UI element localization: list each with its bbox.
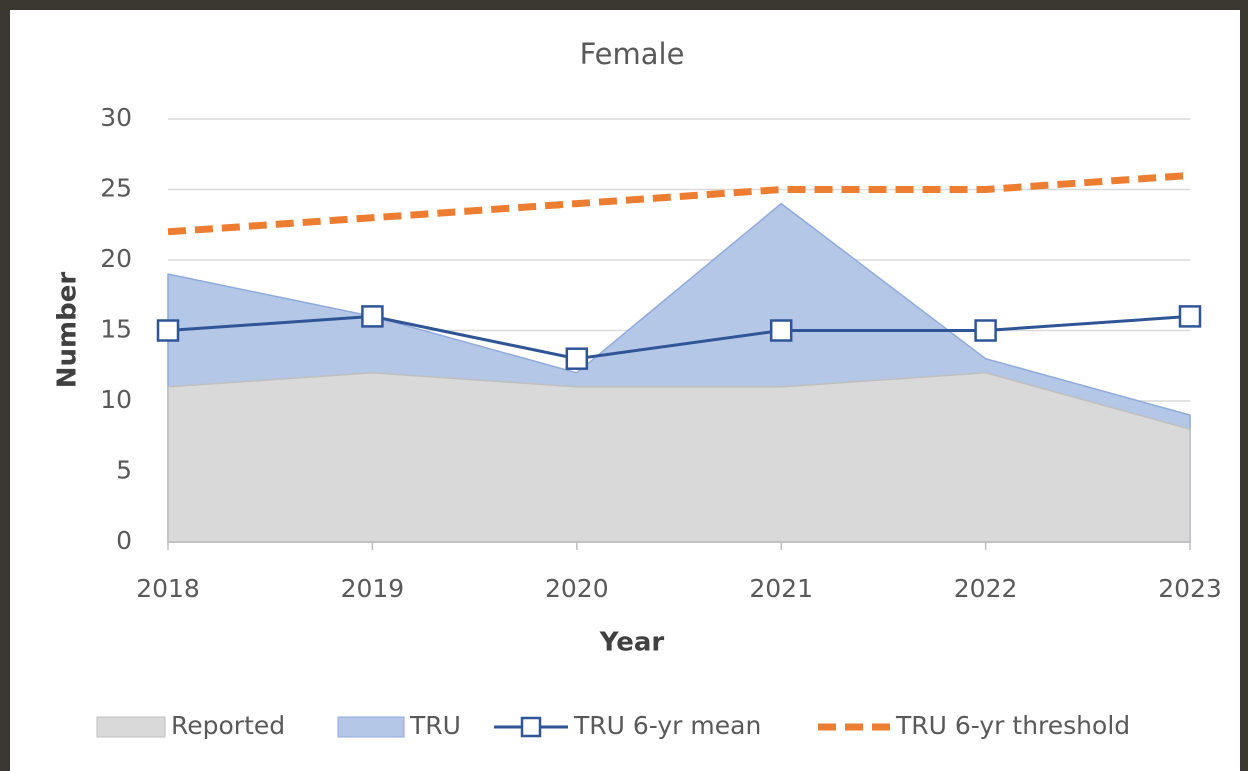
marker — [769, 319, 793, 342]
legend: Reported TRU TRU 6-yr mean TRU 6-yr thresho… — [96, 711, 1130, 740]
x-tick-label: 2018 — [136, 574, 200, 603]
plot — [156, 171, 1202, 543]
y-tick-label: 25 — [100, 174, 132, 203]
y-axis-title: Number — [53, 272, 83, 389]
marker — [974, 319, 997, 342]
x-tick-label: 2023 — [1158, 574, 1222, 603]
line — [167, 171, 1191, 236]
x-tick-label: 2019 — [341, 574, 405, 603]
chart-title: Female — [580, 37, 685, 71]
legend-swatch — [337, 716, 405, 738]
x-tick-label: 2020 — [545, 574, 609, 603]
y-tick-label: 5 — [116, 456, 132, 485]
marker — [156, 319, 180, 342]
x-tick-label: 2022 — [954, 574, 1018, 603]
marker — [361, 305, 384, 328]
y-tick-label: 15 — [100, 315, 132, 344]
y-tick-label: 0 — [116, 526, 132, 555]
y-tick-label: 20 — [100, 244, 132, 273]
line — [167, 314, 1191, 361]
legend-label: TRU 6-yr threshold — [895, 711, 1130, 740]
legend-swatch — [520, 716, 542, 738]
legend-label: TRU — [409, 711, 461, 740]
legend-swatch — [96, 716, 166, 738]
marker — [1178, 305, 1202, 328]
x-tick-label: 2021 — [749, 574, 813, 603]
area — [167, 372, 1191, 543]
legend-label: TRU 6-yr mean — [573, 711, 761, 740]
legend-label: Reported — [171, 711, 285, 740]
x-axis-title: Year — [599, 628, 665, 658]
marker — [565, 347, 589, 370]
y-tick-label: 30 — [100, 103, 132, 132]
y-tick-label: 10 — [100, 385, 132, 414]
